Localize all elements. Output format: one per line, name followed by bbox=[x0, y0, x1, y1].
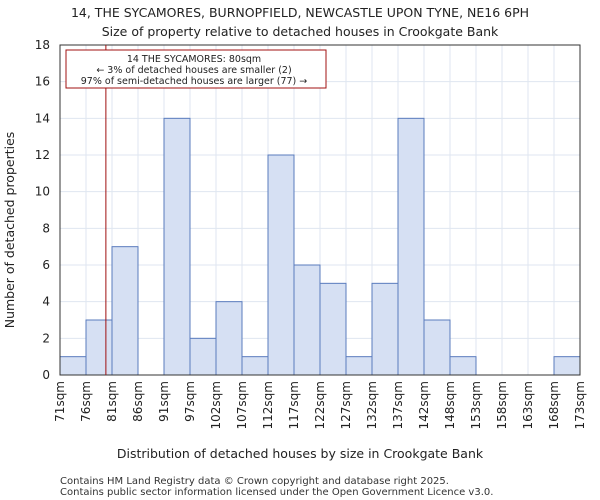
x-tick-label: 81sqm bbox=[105, 381, 119, 422]
x-tick-label: 112sqm bbox=[261, 381, 275, 429]
bar-168sqm bbox=[553, 356, 581, 376]
bar-142sqm bbox=[423, 319, 451, 376]
chart-title-line1: 14, THE SYCAMORES, BURNOPFIELD, NEWCASTL… bbox=[71, 5, 529, 20]
footer-line1: Contains HM Land Registry data © Crown c… bbox=[60, 476, 449, 487]
y-axis-label: Number of detached properties bbox=[2, 132, 17, 329]
x-tick-label: 173sqm bbox=[573, 381, 587, 429]
bar-107sqm bbox=[241, 356, 269, 376]
bar-127sqm bbox=[345, 356, 373, 376]
chart-title-line2: Size of property relative to detached ho… bbox=[102, 24, 499, 39]
bar-71sqm bbox=[59, 356, 87, 376]
x-tick-label: 153sqm bbox=[469, 381, 483, 429]
x-tick-label: 107sqm bbox=[235, 381, 249, 429]
y-tick-label: 12 bbox=[35, 148, 50, 162]
y-tick-label: 6 bbox=[42, 258, 50, 272]
x-tick-label: 76sqm bbox=[79, 381, 93, 422]
bar-102sqm bbox=[215, 301, 243, 376]
x-tick-label: 132sqm bbox=[365, 381, 379, 429]
annotation-box: 14 THE SYCAMORES: 80sqm ← 3% of detached… bbox=[65, 49, 327, 89]
x-tick-label: 102sqm bbox=[209, 381, 223, 429]
y-tick-label: 14 bbox=[35, 111, 50, 125]
y-tick-label: 4 bbox=[42, 295, 50, 309]
y-tick-label: 16 bbox=[35, 75, 50, 89]
annotation-line1: 14 THE SYCAMORES: 80sqm bbox=[127, 54, 261, 65]
bar-76sqm bbox=[85, 319, 113, 376]
x-tick-label: 137sqm bbox=[391, 381, 405, 429]
y-tick-label: 8 bbox=[42, 221, 50, 235]
bar-122sqm bbox=[319, 282, 347, 376]
x-tick-label: 91sqm bbox=[157, 381, 171, 422]
bar-117sqm bbox=[293, 264, 321, 376]
x-tick-label: 86sqm bbox=[131, 381, 145, 422]
bars bbox=[59, 117, 581, 376]
x-tick-label: 142sqm bbox=[417, 381, 431, 429]
x-axis-label: Distribution of detached houses by size … bbox=[117, 446, 484, 461]
x-tick-label: 148sqm bbox=[443, 381, 457, 429]
y-tick-labels: 0 2 4 6 8 10 12 14 16 18 bbox=[35, 38, 50, 382]
x-tick-label: 122sqm bbox=[313, 381, 327, 429]
x-tick-label: 117sqm bbox=[287, 381, 301, 429]
annotation-line2: ← 3% of detached houses are smaller (2) bbox=[96, 65, 291, 76]
x-tick-label: 168sqm bbox=[547, 381, 561, 429]
x-tick-label: 127sqm bbox=[339, 381, 353, 429]
y-tick-label: 0 bbox=[42, 368, 50, 382]
y-tick-label: 18 bbox=[35, 38, 50, 52]
plot-frame bbox=[59, 44, 581, 376]
annotation-frame bbox=[65, 49, 327, 89]
bar-132sqm bbox=[371, 282, 399, 376]
bar-148sqm bbox=[449, 356, 477, 376]
x-tick-label: 158sqm bbox=[495, 381, 509, 429]
annotation-line3: 97% of semi-detached houses are larger (… bbox=[81, 76, 308, 87]
bar-137sqm bbox=[397, 117, 425, 376]
bar-97sqm bbox=[189, 337, 217, 376]
bar-91sqm bbox=[163, 117, 191, 376]
y-tick-label: 2 bbox=[42, 331, 50, 345]
y-tick-label: 10 bbox=[35, 185, 50, 199]
bar-112sqm bbox=[267, 154, 295, 376]
x-tick-label: 163sqm bbox=[521, 381, 535, 429]
footer-line2: Contains public sector information licen… bbox=[60, 487, 493, 498]
x-tick-label: 97sqm bbox=[183, 381, 197, 422]
bar-81sqm bbox=[111, 246, 139, 376]
x-tick-labels: 71sqm 76sqm 81sqm 86sqm 91sqm 97sqm 102sqm 107s… bbox=[53, 381, 587, 429]
x-tick-label: 71sqm bbox=[53, 381, 67, 422]
